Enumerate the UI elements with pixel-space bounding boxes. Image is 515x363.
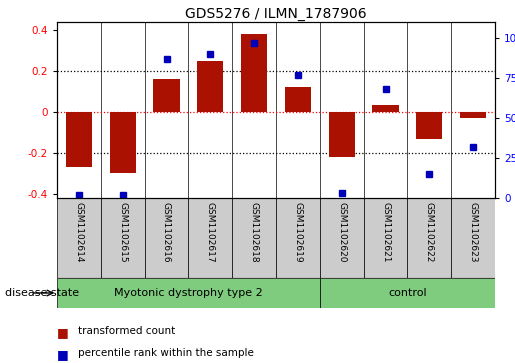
Bar bbox=[57, 278, 320, 308]
Bar bbox=[145, 198, 188, 278]
Bar bbox=[241, 34, 267, 112]
Text: Myotonic dystrophy type 2: Myotonic dystrophy type 2 bbox=[114, 288, 263, 298]
Text: ■: ■ bbox=[57, 326, 68, 339]
Text: GSM1102622: GSM1102622 bbox=[425, 202, 434, 262]
Bar bbox=[364, 198, 407, 278]
Text: GSM1102619: GSM1102619 bbox=[294, 202, 302, 262]
Text: GSM1102618: GSM1102618 bbox=[250, 202, 259, 262]
Bar bbox=[416, 112, 442, 139]
Text: percentile rank within the sample: percentile rank within the sample bbox=[78, 348, 253, 358]
Text: GSM1102621: GSM1102621 bbox=[381, 202, 390, 262]
Bar bbox=[460, 112, 486, 118]
Bar bbox=[407, 198, 451, 278]
Bar bbox=[320, 198, 364, 278]
Text: ■: ■ bbox=[57, 348, 68, 361]
Bar bbox=[197, 61, 224, 112]
Bar bbox=[153, 79, 180, 112]
Bar bbox=[188, 198, 232, 278]
Bar bbox=[57, 198, 101, 278]
Bar bbox=[451, 198, 495, 278]
Bar bbox=[329, 112, 355, 157]
Bar bbox=[285, 87, 311, 112]
Bar bbox=[101, 198, 145, 278]
Text: disease state: disease state bbox=[5, 288, 79, 298]
Text: control: control bbox=[388, 288, 427, 298]
Text: transformed count: transformed count bbox=[78, 326, 175, 336]
Text: GSM1102615: GSM1102615 bbox=[118, 202, 127, 262]
Bar bbox=[110, 112, 136, 174]
Text: GSM1102614: GSM1102614 bbox=[74, 202, 83, 262]
Bar bbox=[66, 112, 92, 167]
Bar bbox=[320, 278, 495, 308]
Text: GSM1102617: GSM1102617 bbox=[206, 202, 215, 262]
Title: GDS5276 / ILMN_1787906: GDS5276 / ILMN_1787906 bbox=[185, 7, 367, 21]
Text: GSM1102623: GSM1102623 bbox=[469, 202, 477, 262]
Bar bbox=[232, 198, 276, 278]
Text: GSM1102620: GSM1102620 bbox=[337, 202, 346, 262]
Bar bbox=[372, 105, 399, 112]
Text: GSM1102616: GSM1102616 bbox=[162, 202, 171, 262]
Bar bbox=[276, 198, 320, 278]
